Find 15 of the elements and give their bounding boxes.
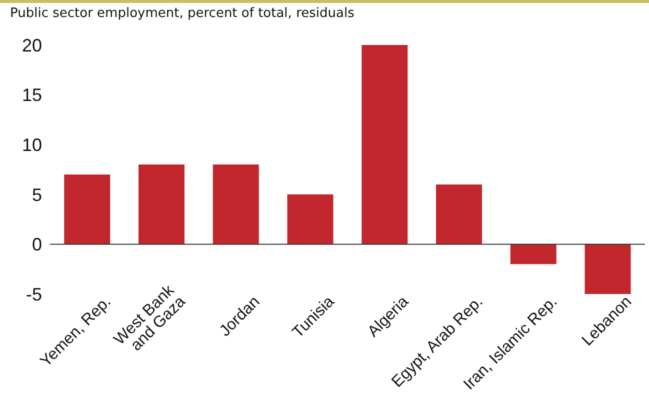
y-tick-label: 10	[22, 134, 42, 155]
y-tick-label: 15	[22, 85, 42, 106]
bar	[584, 244, 631, 294]
bar	[138, 164, 185, 244]
bar	[212, 164, 259, 244]
y-tick-label: 0	[32, 234, 42, 255]
chart-title: Public sector employment, percent of total, residuals	[10, 6, 354, 21]
bar	[287, 194, 334, 244]
bar	[436, 184, 482, 244]
y-tick-label: 5	[32, 184, 42, 205]
bar	[362, 45, 408, 244]
bar	[64, 174, 110, 244]
bar	[510, 244, 556, 264]
y-tick-label: 20	[22, 35, 42, 56]
y-tick-label: -5	[26, 284, 42, 304]
